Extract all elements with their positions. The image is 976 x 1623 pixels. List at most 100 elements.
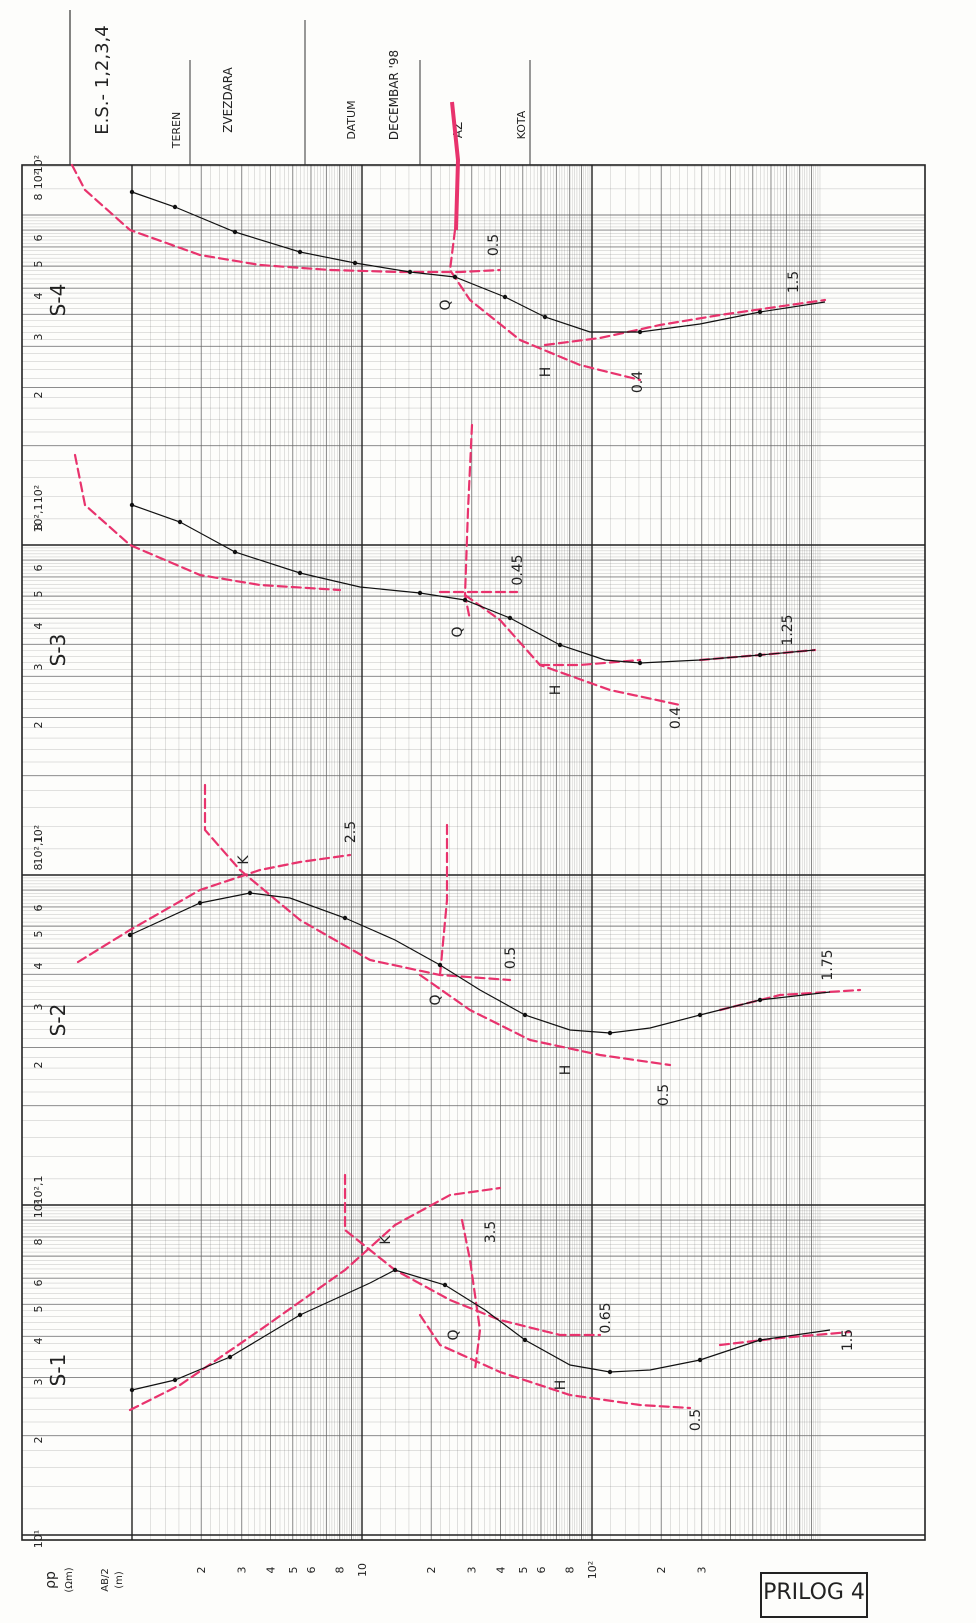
ab-axis-unit: (m): [114, 1571, 125, 1589]
measured-point: [417, 590, 423, 596]
panel-annotation: 0.5: [503, 947, 519, 969]
ab-tick-label: 5: [517, 1567, 530, 1574]
measured-point: [522, 1337, 528, 1343]
rho-tick-label: 4: [32, 623, 45, 630]
panel-annotation: 0.65: [598, 1302, 614, 1333]
rho-tick-label: 3: [32, 1004, 45, 1011]
rho-tick-label: 6: [32, 235, 45, 242]
header-kota-label: KOTA: [515, 110, 528, 139]
measured-point: [452, 274, 458, 280]
rho-tick-label: 3: [32, 334, 45, 341]
measured-point: [757, 309, 763, 315]
measured-point: [342, 915, 348, 921]
measured-point: [697, 1357, 703, 1363]
measured-point: [227, 1354, 233, 1360]
rho-tick-label: 2: [32, 392, 45, 399]
rho-tick-label: 3: [32, 1379, 45, 1386]
rho-tick-label: 2: [32, 722, 45, 729]
panel-title: S-4: [46, 284, 70, 317]
ab-tick-label: 4: [264, 1567, 277, 1574]
measured-curve: [129, 892, 831, 1034]
ab-tick-label: 2: [195, 1567, 208, 1574]
panel-s-2: S-2 K 2.5 Q 0.5 H 0.5 1.75: [46, 783, 862, 1106]
rho-tick-label: 10²,1: [32, 504, 45, 533]
measured-point: [507, 615, 513, 621]
measured-point: [172, 204, 178, 210]
rho-tick-label: 4: [32, 963, 45, 970]
panel-s-1: S-1 K Q H 3.5 0.65 0.5 1.5: [46, 1173, 856, 1431]
measured-point: [352, 260, 358, 266]
panel-annotation: 0.5: [656, 1084, 672, 1106]
measured-point: [462, 597, 468, 603]
measured-point: [557, 642, 563, 648]
measured-point: [177, 519, 183, 525]
rho-tick-label: 6: [32, 1280, 45, 1287]
prilog-label-box: PRILOG 4: [760, 1572, 868, 1618]
panel-annotation: 0.5: [688, 1409, 704, 1431]
header-es: E.S.- 1,2,3,4: [92, 25, 113, 134]
panel-annotation: H: [538, 367, 554, 378]
panel-annotation: H: [553, 1380, 569, 1391]
panel-annotation: 1.25: [780, 614, 796, 645]
measured-point: [297, 1312, 303, 1318]
rho-tick-label: 2: [32, 1062, 45, 1069]
header-datum-label: DATUM: [345, 100, 358, 139]
measured-point: [247, 890, 253, 896]
ab-tick-label: 2: [655, 1567, 668, 1574]
rho-tick-label: 10²,1: [32, 1176, 45, 1205]
panel-annotation: K: [236, 855, 252, 865]
panel-annotation: 1.75: [820, 949, 836, 980]
prilog-label: PRILOG 4: [763, 1580, 865, 1605]
ab-tick-label: 6: [535, 1567, 548, 1574]
model-curve: [70, 163, 502, 274]
panel-annotation: Q: [438, 299, 454, 310]
panel-annotation: Q: [446, 1329, 462, 1340]
panel-annotation: 0.45: [510, 554, 526, 585]
rho-tick-label: 5: [32, 931, 45, 938]
panel-annotation: H: [548, 685, 564, 696]
rho-tick-label: 5: [32, 591, 45, 598]
panel-title: S-3: [46, 634, 70, 667]
rho-tick-label: 10²,1: [32, 836, 45, 865]
measured-point: [297, 570, 303, 576]
ab-tick-label: 8: [334, 1567, 347, 1574]
panel-annotation: 0.4: [668, 707, 684, 729]
ab-tick-label: 2: [425, 1567, 438, 1574]
model-curve: [460, 1218, 482, 1372]
rho-tick-label: 10¹: [32, 1530, 45, 1548]
ab-tick-label: 4: [494, 1567, 507, 1574]
panel-s-4: S-4 0.5 Q H 0.4 1.5: [46, 163, 827, 393]
panel-annotation: Q: [428, 994, 444, 1005]
measured-point: [407, 269, 413, 275]
header-teren-value: ZVEZDARA: [221, 66, 235, 132]
measured-point: [172, 1377, 178, 1383]
ab-tick-label: 3: [466, 1567, 479, 1574]
measured-point: [297, 249, 303, 255]
panel-s-3: S-3 0.45 Q H 0.4 1.25: [46, 423, 817, 729]
rho-tick-label: 10²: [32, 155, 45, 173]
measured-point: [637, 329, 643, 335]
rho-tick-label: 8: [32, 864, 45, 871]
model-curve: [448, 228, 642, 382]
measured-point: [129, 502, 135, 508]
azimuth-marker: [450, 101, 461, 231]
rho-tick-label: 8: [32, 524, 45, 531]
measured-point: [697, 1012, 703, 1018]
rho-tick-label: 10²: [32, 825, 45, 843]
model-curve: [76, 853, 352, 964]
measured-point: [232, 229, 238, 235]
measured-point: [757, 997, 763, 1003]
panel-annotation: 3.5: [483, 1221, 499, 1243]
panel-annotation: Q: [450, 626, 466, 637]
header-datum-value: DECEMBAR '98: [387, 50, 401, 140]
panel-annotation: 2.5: [343, 821, 359, 843]
measured-point: [542, 314, 548, 320]
rho-tick-label: 4: [32, 293, 45, 300]
rho-axis-label: ρp: [43, 1571, 59, 1589]
model-curve: [438, 823, 449, 977]
model-curve: [418, 1313, 692, 1410]
measured-point: [437, 962, 443, 968]
ab-tick-label: 10²: [586, 1561, 599, 1579]
